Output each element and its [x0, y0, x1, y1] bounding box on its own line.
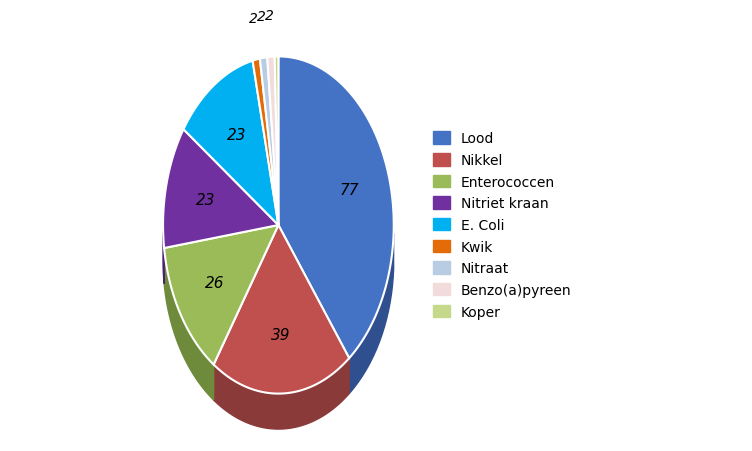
Legend: Lood, Nikkel, Enterococcen, Nitriet kraan, E. Coli, Kwik, Nitraat, Benzo(a)pyree: Lood, Nikkel, Enterococcen, Nitriet kraa… [427, 127, 577, 324]
Text: 23: 23 [196, 193, 215, 207]
Polygon shape [260, 58, 278, 226]
Polygon shape [164, 249, 214, 400]
Polygon shape [214, 226, 278, 400]
Polygon shape [278, 57, 394, 359]
Text: 2: 2 [257, 10, 265, 24]
Polygon shape [349, 234, 393, 394]
Polygon shape [163, 226, 164, 284]
Text: 39: 39 [271, 327, 290, 342]
Polygon shape [278, 226, 349, 394]
Polygon shape [164, 226, 278, 365]
Polygon shape [274, 57, 278, 226]
Polygon shape [214, 226, 349, 394]
Text: 2: 2 [265, 9, 274, 23]
Polygon shape [164, 226, 278, 284]
Text: 26: 26 [205, 276, 224, 291]
Polygon shape [214, 226, 278, 400]
Polygon shape [163, 130, 278, 249]
Text: 2: 2 [248, 12, 257, 26]
Polygon shape [278, 226, 349, 394]
Polygon shape [164, 226, 278, 284]
Polygon shape [253, 60, 278, 226]
Polygon shape [183, 61, 278, 226]
Text: 23: 23 [226, 128, 246, 143]
Polygon shape [267, 57, 278, 226]
Text: 77: 77 [340, 183, 359, 198]
Polygon shape [214, 359, 349, 429]
